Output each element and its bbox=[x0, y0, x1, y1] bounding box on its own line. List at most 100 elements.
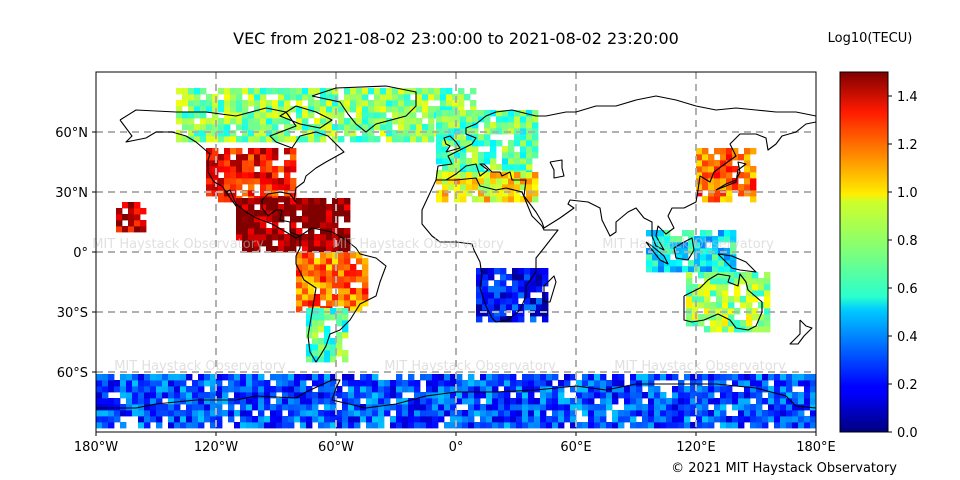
vec-cell bbox=[780, 374, 787, 381]
vec-cell bbox=[392, 100, 399, 107]
vec-cell bbox=[746, 290, 753, 297]
vec-cell bbox=[466, 178, 473, 185]
vec-cell bbox=[492, 422, 499, 429]
vec-cell bbox=[380, 106, 387, 113]
vec-cell bbox=[468, 404, 475, 411]
vec-cell bbox=[624, 392, 631, 399]
vec-cell bbox=[642, 410, 649, 417]
vec-cell bbox=[294, 380, 301, 387]
vec-cell bbox=[236, 118, 243, 125]
vec-cell bbox=[330, 338, 337, 345]
vec-cell bbox=[296, 100, 303, 107]
vec-cell bbox=[462, 380, 469, 387]
vec-cell bbox=[324, 380, 331, 387]
vec-cell bbox=[180, 380, 187, 387]
vec-cell bbox=[350, 300, 357, 307]
vec-cell bbox=[242, 210, 249, 217]
vec-cell bbox=[270, 404, 277, 411]
vec-cell bbox=[356, 106, 363, 113]
watermark-text: MIT Haystack Observatory bbox=[602, 237, 774, 252]
vec-cell bbox=[290, 88, 297, 95]
vec-cell bbox=[332, 258, 339, 265]
vec-cell bbox=[350, 252, 357, 259]
vec-cell bbox=[248, 148, 255, 155]
vec-cell bbox=[594, 392, 601, 399]
vec-cell bbox=[344, 246, 351, 253]
vec-cell bbox=[466, 110, 473, 117]
x-tick-label: 0° bbox=[449, 440, 464, 455]
vec-cell bbox=[246, 410, 253, 417]
y-axis-ticks: 60°N30°N0°30°S60°S bbox=[55, 126, 96, 381]
vec-cell bbox=[762, 422, 769, 429]
vec-cell bbox=[138, 380, 145, 387]
vec-cell bbox=[652, 248, 659, 255]
vec-cell bbox=[234, 398, 241, 405]
vec-cell bbox=[296, 228, 303, 235]
vec-cell bbox=[330, 356, 337, 363]
vec-cell bbox=[362, 124, 369, 131]
vec-cell bbox=[676, 248, 683, 255]
vec-cell bbox=[278, 136, 285, 143]
vec-cell bbox=[276, 404, 283, 411]
vec-cell bbox=[272, 216, 279, 223]
vec-cell bbox=[532, 134, 539, 141]
vec-cell bbox=[236, 172, 243, 179]
vec-cell bbox=[582, 410, 589, 417]
vec-cell bbox=[284, 118, 291, 125]
vec-cell bbox=[138, 374, 145, 381]
vec-cell bbox=[738, 392, 745, 399]
vec-cell bbox=[420, 410, 427, 417]
vec-cell bbox=[738, 410, 745, 417]
vec-cell bbox=[456, 374, 463, 381]
vec-cell bbox=[198, 422, 205, 429]
vec-cell bbox=[114, 380, 121, 387]
vec-cell bbox=[708, 154, 715, 161]
vec-cell bbox=[200, 118, 207, 125]
vec-cell bbox=[670, 260, 677, 267]
vec-cell bbox=[518, 268, 525, 275]
vec-cell bbox=[716, 284, 723, 291]
vec-cell bbox=[350, 294, 357, 301]
vec-cell bbox=[180, 416, 187, 423]
vec-cell bbox=[702, 178, 709, 185]
vec-cell bbox=[658, 260, 665, 267]
vec-cell bbox=[672, 422, 679, 429]
vec-cell bbox=[720, 178, 727, 185]
vec-cell bbox=[326, 234, 333, 241]
vec-cell bbox=[224, 130, 231, 137]
vec-cell bbox=[648, 422, 655, 429]
vec-cell bbox=[456, 392, 463, 399]
vec-cell bbox=[576, 422, 583, 429]
vec-cell bbox=[714, 148, 721, 155]
vec-cell bbox=[630, 374, 637, 381]
vec-cell bbox=[570, 404, 577, 411]
vec-cell bbox=[156, 392, 163, 399]
vec-cell bbox=[330, 380, 337, 387]
vec-cell bbox=[758, 290, 765, 297]
vec-cell bbox=[758, 320, 765, 327]
vec-cell bbox=[290, 154, 297, 161]
vec-cell bbox=[174, 374, 181, 381]
vec-cell bbox=[326, 264, 333, 271]
vec-cell bbox=[414, 392, 421, 399]
vec-cell bbox=[308, 234, 315, 241]
vec-cell bbox=[726, 178, 733, 185]
vec-cell bbox=[420, 416, 427, 423]
vec-cell bbox=[708, 386, 715, 393]
vec-cell bbox=[744, 154, 751, 161]
vec-cell bbox=[470, 106, 477, 113]
vec-cell bbox=[510, 398, 517, 405]
vec-cell bbox=[126, 398, 133, 405]
vec-cell bbox=[682, 254, 689, 261]
vec-cell bbox=[450, 416, 457, 423]
vec-cell bbox=[722, 296, 729, 303]
vec-cell bbox=[344, 252, 351, 259]
vec-cell bbox=[362, 94, 369, 101]
vec-cell bbox=[348, 392, 355, 399]
vec-cell bbox=[308, 252, 315, 259]
vec-cell bbox=[278, 94, 285, 101]
vec-cell bbox=[444, 398, 451, 405]
vec-cell bbox=[716, 278, 723, 285]
vec-cell bbox=[242, 166, 249, 173]
vec-cell bbox=[780, 416, 787, 423]
